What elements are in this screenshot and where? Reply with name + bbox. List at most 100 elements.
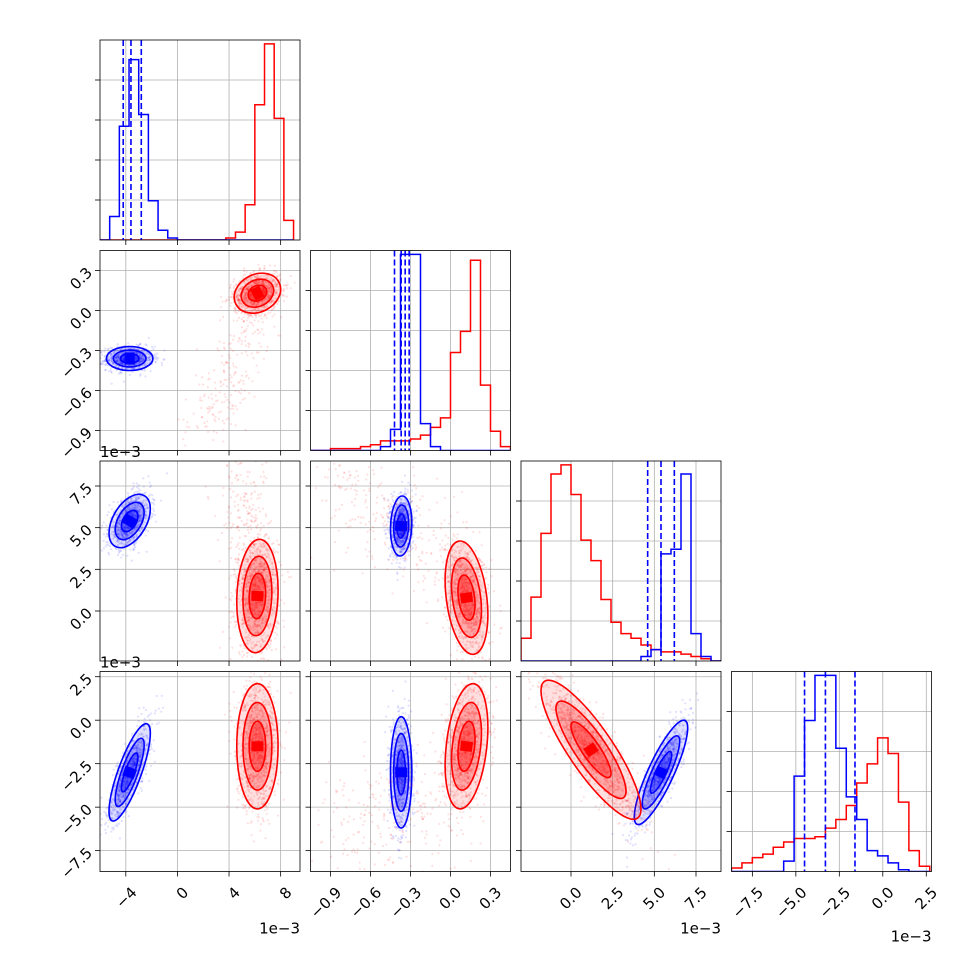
scatter-point: [241, 577, 245, 580]
scatter-point: [132, 530, 135, 533]
scatter-point: [115, 513, 118, 516]
scatter-point: [110, 352, 114, 355]
scatter-point: [112, 520, 115, 524]
scatter-point: [261, 289, 264, 292]
scatter-point: [137, 487, 140, 490]
scatter-point: [177, 418, 180, 421]
scatter-point: [269, 288, 273, 291]
scatter-point: [235, 296, 239, 300]
scatter-point: [269, 292, 273, 295]
scatter-point: [244, 628, 248, 631]
scatter-point: [215, 431, 218, 434]
scatter-point: [217, 417, 220, 420]
scatter-point: [410, 489, 413, 492]
scatter-point: [211, 406, 214, 410]
scatter-point: [262, 288, 266, 292]
scatter-point: [236, 293, 239, 296]
scatter-point: [244, 293, 247, 296]
scatter-point: [120, 536, 123, 539]
scatter-point: [230, 293, 234, 296]
scatter-point: [239, 401, 242, 404]
scatter-point: [138, 519, 141, 523]
scatter-point: [268, 301, 271, 305]
scatter-point: [211, 412, 214, 416]
y-tick-label: 0.0: [66, 304, 96, 334]
scatter-point: [259, 282, 263, 285]
scatter-point: [105, 543, 108, 546]
scatter-point: [118, 542, 121, 545]
scatter-point: [256, 301, 259, 304]
scatter-point: [128, 539, 131, 542]
scatter-point: [150, 516, 153, 519]
scatter-point: [266, 610, 270, 613]
scatter-point: [272, 297, 275, 300]
scatter-point: [250, 586, 253, 590]
scatter-point: [106, 513, 109, 517]
scatter-point: [274, 297, 277, 300]
scatter-point: [123, 528, 126, 531]
scatter-point: [276, 302, 279, 306]
scatter-point: [246, 287, 249, 290]
scatter-point: [149, 493, 152, 496]
scatter-point: [123, 532, 126, 535]
scatter-point: [250, 293, 253, 296]
scatter-point: [237, 299, 241, 303]
scatter-point: [149, 485, 152, 488]
scatter-point: [132, 486, 135, 489]
scatter-point: [244, 293, 247, 296]
scatter-point: [409, 483, 412, 487]
scatter-point: [136, 524, 139, 527]
scatter-point: [237, 297, 240, 300]
scatter-point: [253, 313, 257, 316]
scatter-point: [258, 550, 261, 553]
scatter-point: [133, 506, 136, 509]
scatter-point: [236, 353, 239, 356]
scatter-point: [234, 371, 237, 374]
scatter-point: [136, 347, 139, 351]
scatter-point: [252, 583, 255, 586]
scatter-point: [123, 532, 126, 535]
scatter-point: [133, 544, 136, 547]
scatter-point: [222, 486, 225, 490]
scatter-point: [147, 530, 150, 533]
scatter-point: [103, 350, 106, 353]
scatter-point: [215, 400, 218, 403]
scatter-point: [128, 507, 131, 510]
scatter-point: [274, 283, 277, 286]
scatter-point: [254, 275, 258, 279]
scatter-point: [243, 300, 246, 303]
scatter-point: [117, 541, 120, 544]
scatter-point: [237, 528, 240, 532]
scatter-point: [216, 399, 219, 402]
scatter-point: [271, 278, 274, 281]
scatter-point: [272, 278, 275, 281]
scatter-point: [153, 499, 156, 502]
scatter-point: [236, 544, 239, 547]
scatter-point: [242, 270, 246, 273]
scatter-point: [149, 358, 152, 361]
scatter-point: [276, 275, 279, 278]
scatter-point: [127, 342, 130, 345]
scatter-point: [139, 373, 142, 376]
scatter-point: [235, 474, 239, 477]
scatter-point: [228, 577, 231, 580]
scatter-point: [407, 481, 410, 484]
scatter-point: [247, 301, 250, 304]
scatter-point: [142, 358, 145, 361]
scatter-point: [269, 285, 273, 288]
scatter-point: [271, 315, 274, 318]
scatter-point: [270, 280, 274, 283]
scatter-point: [242, 547, 245, 551]
scatter-point: [270, 649, 273, 652]
scatter-point: [264, 577, 267, 581]
scatter-point: [102, 533, 106, 536]
scatter-point: [273, 612, 276, 615]
scatter-point: [260, 665, 262, 667]
scatter-point: [123, 367, 127, 370]
scatter-point: [260, 545, 263, 548]
scatter-point: [273, 313, 276, 316]
scatter-point: [135, 356, 138, 360]
scatter-point: [229, 496, 233, 499]
scatter-point: [120, 533, 123, 536]
